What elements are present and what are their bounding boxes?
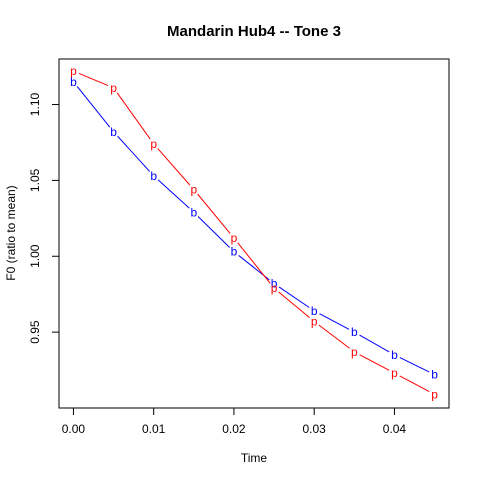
series-p-segment (318, 324, 350, 349)
series-b-segment (319, 313, 350, 330)
y-tick-label: 1.10 (28, 93, 42, 117)
series-b-point: b (351, 325, 358, 339)
series-p-segment (278, 291, 310, 319)
series-p-point: p (311, 315, 318, 329)
series-p-segment (197, 193, 231, 234)
x-axis: 0.00 0.01 0.02 0.03 0.04 (62, 407, 407, 436)
series-b-point: b (431, 368, 438, 382)
series-b-segment (157, 179, 190, 209)
series-b-point: b (271, 277, 278, 291)
series-b-segment (197, 216, 231, 248)
series-p-point: p (231, 231, 238, 245)
series-p-segment (116, 92, 151, 140)
x-tick-label: 0.02 (222, 422, 246, 436)
x-tick-label: 0.00 (62, 422, 86, 436)
x-tick-label: 0.01 (142, 422, 166, 436)
series-p-segment (78, 72, 109, 86)
x-tick-label: 0.03 (303, 422, 327, 436)
series-b-segment (359, 334, 390, 353)
series-b-segment (117, 135, 151, 172)
series-b-point: b (311, 304, 318, 318)
series-p-segment (237, 242, 271, 284)
series-p-point: p (110, 81, 117, 95)
series-b-point: b (150, 169, 157, 183)
x-axis-label: Time (241, 451, 268, 465)
series-b-point: b (190, 205, 197, 219)
series-p-point: p (431, 387, 438, 401)
y-tick-label: 0.95 (28, 320, 42, 344)
series-p-segment (399, 375, 430, 392)
series-b-segment (76, 86, 111, 128)
y-tick-label: 1.00 (28, 244, 42, 268)
series-b-point: b (70, 75, 77, 89)
x-tick-label: 0.04 (383, 422, 407, 436)
series-p-point: p (70, 64, 77, 78)
series-b-point: b (391, 348, 398, 362)
series-p-segment (157, 148, 191, 186)
series-p-point: p (190, 182, 197, 196)
series-b-point: b (110, 125, 117, 139)
y-tick-label: 1.05 (28, 168, 42, 192)
series-p-point: p (351, 345, 358, 359)
series-p-point: p (150, 137, 157, 151)
series-p-segment (359, 354, 390, 371)
series-p-point: p (271, 281, 278, 295)
chart-title: Mandarin Hub4 -- Tone 3 (167, 23, 341, 40)
series-b-point: b (231, 245, 238, 259)
y-axis-label: F0 (ratio to mean) (4, 185, 18, 280)
series-p-point: p (391, 366, 398, 380)
series-b-segment (278, 286, 310, 308)
y-axis: 0.95 1.00 1.05 1.10 (28, 93, 60, 344)
series-b-segment (399, 357, 430, 373)
